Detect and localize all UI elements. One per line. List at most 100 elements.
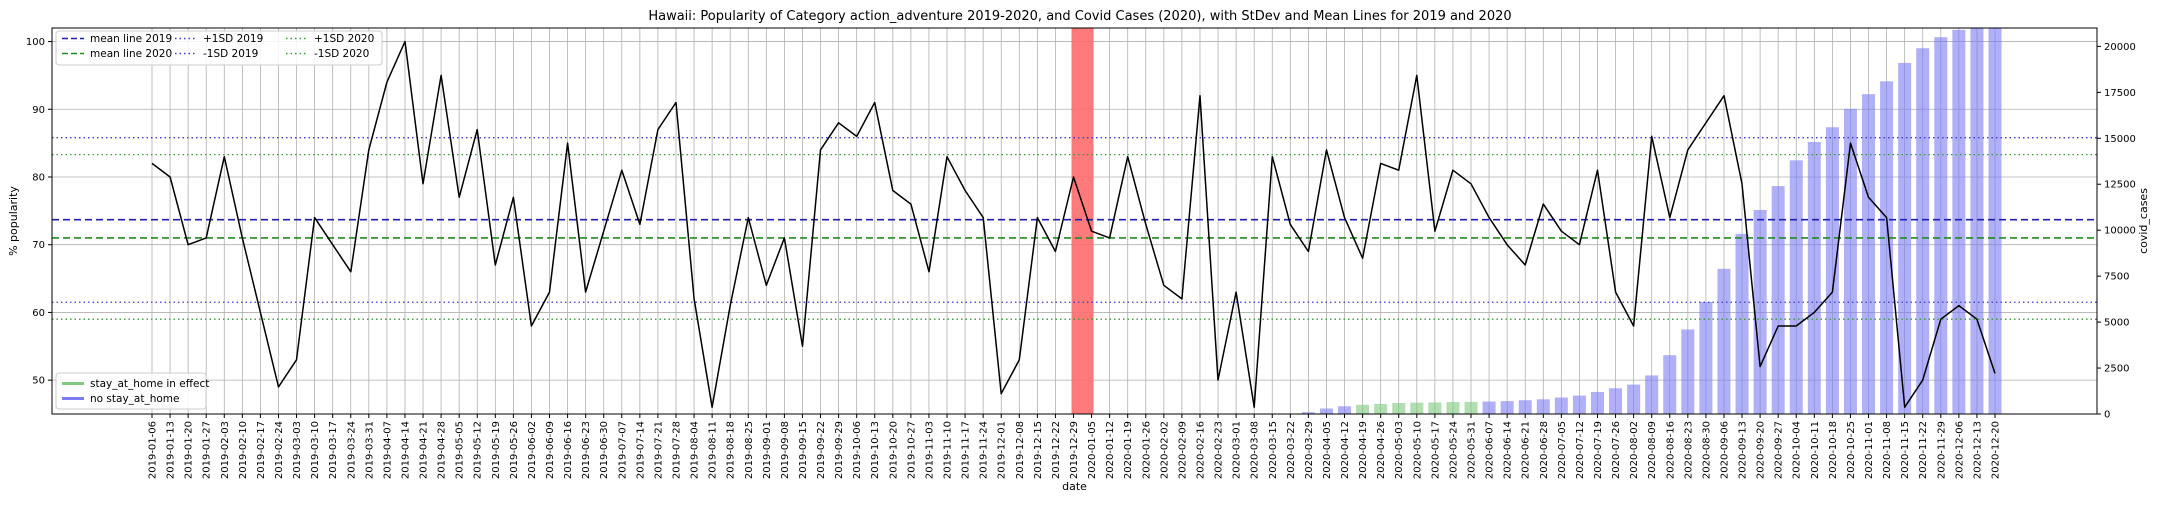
x-tick-label: 2020-01-26 bbox=[1141, 421, 1152, 479]
x-tick-label: 2020-05-17 bbox=[1430, 421, 1441, 479]
legend-line-label: mean line 2019 bbox=[90, 33, 172, 45]
covid-bar-stay-at-home bbox=[1374, 403, 1388, 414]
x-tick-label: 2020-03-01 bbox=[1232, 421, 1243, 479]
x-tick-label: 2020-04-12 bbox=[1340, 421, 1351, 479]
x-tick-label: 2019-04-28 bbox=[437, 421, 448, 479]
x-tick-label: 2019-11-03 bbox=[924, 421, 935, 479]
x-tick-label: 2020-08-02 bbox=[1629, 421, 1640, 479]
x-tick-label: 2019-05-12 bbox=[473, 421, 484, 479]
y2-tick-label: 17500 bbox=[2104, 88, 2136, 99]
y2-tick-label: 5000 bbox=[2104, 318, 2129, 329]
legend-line-label: +1SD 2019 bbox=[203, 33, 263, 45]
x-tick-label: 2020-05-10 bbox=[1412, 421, 1423, 479]
covid-bar bbox=[1319, 408, 1333, 414]
x-tick-label: 2019-05-26 bbox=[509, 421, 520, 479]
x-tick-label: 2019-04-14 bbox=[400, 421, 411, 479]
x-tick-label: 2019-01-13 bbox=[166, 421, 177, 479]
x-tick-label: 2020-06-14 bbox=[1503, 421, 1514, 479]
y2-tick-label: 2500 bbox=[2104, 364, 2129, 375]
y2-tick-label: 20000 bbox=[2104, 42, 2136, 53]
x-tick-label: 2019-12-22 bbox=[1051, 421, 1062, 479]
x-tick-label: 2020-03-15 bbox=[1268, 421, 1279, 479]
x-tick-label: 2020-10-04 bbox=[1792, 421, 1803, 479]
x-tick-label: 2020-06-28 bbox=[1539, 421, 1550, 479]
covid-bar bbox=[1753, 209, 1767, 414]
y2-tick-label: 7500 bbox=[2104, 272, 2129, 283]
x-tick-label: 2019-11-10 bbox=[943, 421, 954, 479]
legend-line-label: -1SD 2020 bbox=[314, 48, 369, 60]
covid-bar bbox=[1609, 388, 1623, 414]
x-tick-label: 2020-09-13 bbox=[1738, 421, 1749, 479]
x-tick-label: 2020-04-19 bbox=[1358, 421, 1369, 479]
x-tick-label: 2020-07-12 bbox=[1575, 421, 1586, 479]
x-tick-label: 2020-12-06 bbox=[1954, 421, 1965, 479]
x-axis-label: date bbox=[1062, 480, 1087, 493]
covid-bar-stay-at-home bbox=[1356, 404, 1370, 414]
left-axis: 50 60 70 80 90 100 bbox=[26, 37, 52, 387]
y2-tick-label: 0 bbox=[2104, 410, 2110, 421]
y-tick-label: 80 bbox=[32, 172, 45, 183]
x-tick-label: 2019-02-03 bbox=[220, 421, 231, 479]
x-tick-label: 2020-09-27 bbox=[1774, 421, 1785, 479]
x-axis: 2019-01-06 2019-01-13 2019-01-20 2019-01-27… bbox=[148, 414, 2002, 479]
covid-bar bbox=[1970, 28, 1984, 414]
y2-tick-label: 15000 bbox=[2104, 134, 2136, 145]
x-tick-label: 2020-07-19 bbox=[1593, 421, 1604, 479]
x-tick-label: 2020-10-11 bbox=[1810, 421, 1821, 479]
legend-line-label: +1SD 2020 bbox=[314, 33, 374, 45]
highlight-band bbox=[1071, 28, 1094, 414]
x-tick-label: 2019-06-02 bbox=[527, 421, 538, 479]
x-tick-label: 2019-09-29 bbox=[834, 421, 845, 479]
x-tick-label: 2020-02-16 bbox=[1195, 421, 1206, 479]
covid-bar bbox=[1862, 94, 1876, 415]
x-tick-label: 2019-08-18 bbox=[726, 421, 737, 479]
y-tick-label: 50 bbox=[32, 376, 45, 387]
x-tick-label: 2019-06-09 bbox=[545, 421, 556, 479]
x-tick-label: 2019-09-01 bbox=[762, 421, 773, 479]
x-tick-label: 2020-02-09 bbox=[1177, 421, 1188, 479]
x-tick-label: 2020-05-24 bbox=[1448, 421, 1459, 479]
covid-bar bbox=[1717, 268, 1731, 414]
covid-bar bbox=[1554, 397, 1568, 414]
covid-bar bbox=[1500, 401, 1514, 414]
x-tick-label: 2020-10-25 bbox=[1846, 421, 1857, 479]
x-tick-label: 2019-10-13 bbox=[870, 421, 881, 479]
x-tick-label: 2019-09-22 bbox=[816, 421, 827, 479]
x-tick-label: 2020-02-23 bbox=[1214, 421, 1225, 479]
x-tick-label: 2020-03-29 bbox=[1304, 421, 1315, 479]
x-tick-label: 2020-01-05 bbox=[1087, 421, 1098, 479]
x-tick-label: 2019-01-27 bbox=[202, 421, 213, 479]
covid-bar bbox=[1771, 186, 1785, 414]
covid-bar bbox=[1681, 329, 1695, 414]
x-tick-label: 2019-02-17 bbox=[256, 421, 267, 479]
legend-bottom-frame bbox=[55, 372, 207, 410]
x-tick-label: 2020-04-05 bbox=[1322, 421, 1333, 479]
x-tick-label: 2020-09-06 bbox=[1719, 421, 1730, 479]
reference-lines bbox=[52, 137, 2097, 320]
x-tick-label: 2020-05-03 bbox=[1394, 421, 1405, 479]
covid-bar bbox=[1789, 160, 1803, 414]
x-tick-label: 2019-06-16 bbox=[563, 421, 574, 479]
covid-bar bbox=[1518, 400, 1532, 414]
covid-bar-stay-at-home bbox=[1428, 402, 1442, 414]
x-tick-label: 2019-08-25 bbox=[744, 421, 755, 479]
x-tick-label: 2019-07-14 bbox=[635, 421, 646, 479]
x-tick-label: 2020-08-30 bbox=[1701, 421, 1712, 479]
y-tick-label: 70 bbox=[32, 240, 45, 251]
chart-title: Hawaii: Popularity of Category action_ad… bbox=[648, 9, 1511, 24]
x-tick-label: 2019-08-04 bbox=[690, 421, 701, 479]
x-tick-label: 2020-03-22 bbox=[1286, 421, 1297, 479]
x-tick-label: 2019-04-07 bbox=[382, 421, 393, 479]
covid-bars bbox=[1301, 28, 2002, 415]
x-tick-label: 2020-12-13 bbox=[1972, 421, 1983, 479]
covid-bar bbox=[1952, 29, 1966, 414]
x-tick-label: 2020-07-05 bbox=[1557, 421, 1568, 479]
covid-bar bbox=[1590, 391, 1604, 414]
covid-bar-stay-at-home bbox=[1446, 402, 1460, 414]
right-axis: 0 2500 5000 7500 10000 12500 15000 17500 20000 bbox=[2097, 42, 2136, 421]
x-tick-label: 2019-02-24 bbox=[274, 421, 285, 479]
x-tick-label: 2019-03-03 bbox=[292, 421, 303, 479]
x-tick-label: 2019-01-20 bbox=[184, 421, 195, 479]
x-tick-label: 2019-06-23 bbox=[581, 421, 592, 479]
